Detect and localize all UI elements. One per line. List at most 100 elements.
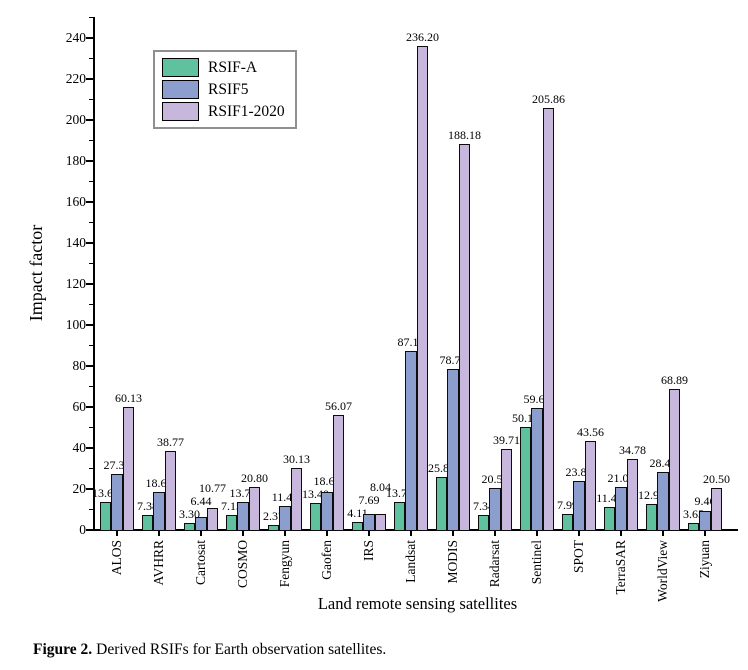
bar-rsif-a-terrasar	[603, 506, 616, 531]
legend-swatch-rsif1-2020	[162, 102, 199, 121]
value-label-rsif1-2020-fengyun: 30.13	[283, 452, 310, 467]
y-tick	[86, 242, 93, 244]
bar-rsif-a-sentinel	[519, 427, 532, 531]
y-tick-minor	[89, 344, 93, 347]
bar-rsif1-2020-modis	[458, 144, 471, 531]
bar-rsif5-avhrr	[153, 491, 165, 531]
x-tick	[284, 530, 286, 536]
bar-rsif1-2020-sentinel	[542, 107, 555, 531]
bar-rsif1-2020-fengyun	[290, 468, 303, 531]
bar-rsif1-2020-landsat	[416, 45, 429, 531]
y-tick-label: 200	[65, 112, 86, 127]
value-label-rsif-a-fengyun: 2.37	[263, 509, 284, 524]
y-tick-label: 40	[72, 440, 87, 455]
y-tick-label: 160	[65, 194, 86, 209]
value-label-rsif-a-radarsat: 7.34	[473, 498, 494, 513]
y-tick-label: 140	[65, 235, 86, 250]
y-axis-title: Impact factor	[26, 224, 46, 322]
value-label-rsif1-2020-radarsat: 39.71	[493, 432, 520, 447]
x-category-label-landsat: Landsat	[403, 540, 418, 583]
y-tick	[86, 488, 93, 490]
value-label-rsif1-2020-modis: 188.18	[448, 128, 481, 143]
value-label-rsif1-2020-terrasar: 34.78	[619, 442, 646, 457]
x-category-label-cartosat: Cartosat	[193, 540, 208, 585]
value-label-rsif1-2020-cosmo: 20.80	[241, 471, 268, 486]
value-label-rsif1-2020-cartosat: 10.77	[199, 481, 226, 496]
value-label-rsif1-2020-landsat: 236.20	[406, 29, 439, 44]
bar-rsif5-ziyuan	[699, 510, 711, 531]
bar-rsif5-alos	[111, 474, 123, 531]
x-tick	[494, 530, 496, 536]
value-label-rsif5-irs: 7.69	[358, 492, 380, 507]
bar-rsif5-terrasar	[615, 486, 627, 531]
y-tick-label: 220	[65, 71, 86, 86]
bar-rsif5-worldview	[657, 471, 669, 531]
value-label-rsif5-ziyuan: 9.46	[694, 493, 716, 508]
bar-rsif1-2020-gaofen	[332, 415, 345, 531]
bar-rsif5-radarsat	[489, 487, 501, 531]
bar-rsif1-2020-radarsat	[500, 448, 513, 531]
y-tick-minor	[89, 467, 93, 470]
bar-rsif5-spot	[573, 481, 585, 531]
value-label-rsif5-cartosat: 6.44	[190, 494, 212, 509]
bar-rsif1-2020-alos	[122, 406, 135, 531]
value-label-rsif1-2020-ziyuan: 20.50	[703, 471, 730, 486]
bar-rsif5-landsat	[405, 351, 417, 531]
bar-rsif1-2020-irs	[374, 513, 387, 531]
x-category-label-alos: ALOS	[109, 540, 124, 576]
y-tick	[86, 37, 93, 39]
x-category-label-gaofen: Gaofen	[319, 540, 334, 580]
value-label-rsif1-2020-worldview: 68.89	[661, 372, 688, 387]
x-tick	[158, 530, 160, 536]
value-label-rsif-a-irs: 4.11	[347, 505, 368, 520]
bar-rsif1-2020-cosmo	[248, 487, 261, 531]
x-tick	[578, 530, 580, 536]
bar-rsif5-modis	[447, 368, 459, 531]
y-tick-minor	[89, 180, 93, 183]
y-tick-label: 120	[65, 276, 86, 291]
x-tick	[452, 530, 454, 536]
y-tick-minor	[89, 385, 93, 388]
y-tick-label: 20	[72, 481, 87, 496]
x-category-label-fengyun: Fengyun	[277, 540, 292, 588]
x-category-label-ziyuan: Ziyuan	[697, 540, 712, 579]
bar-rsif-a-spot	[561, 513, 574, 531]
x-tick	[242, 530, 244, 536]
x-tick	[326, 530, 328, 536]
bar-rsif-a-landsat	[393, 501, 406, 531]
y-tick-label: 0	[79, 522, 86, 537]
x-category-label-terrasar: TerraSAR	[613, 540, 628, 595]
x-category-label-worldview: WorldView	[655, 540, 670, 602]
y-tick-minor	[89, 139, 93, 142]
figure-caption-text: Derived RSIFs for Earth observation sate…	[96, 641, 387, 658]
x-category-label-sentinel: Sentinel	[529, 540, 544, 585]
x-category-label-modis: MODIS	[445, 540, 460, 584]
y-tick	[86, 365, 93, 367]
bar-rsif-a-cosmo	[225, 515, 238, 531]
bar-rsif-a-avhrr	[141, 514, 154, 531]
bar-rsif1-2020-cartosat	[206, 507, 219, 531]
value-label-rsif1-2020-gaofen: 56.07	[325, 399, 352, 414]
y-tick-label: 80	[72, 358, 87, 373]
y-tick-minor	[89, 16, 93, 19]
bar-rsif-a-gaofen	[309, 502, 322, 531]
y-tick	[86, 119, 93, 121]
x-category-label-avhrr: AVHRR	[151, 540, 166, 586]
x-axis-title: Land remote sensing satellites	[317, 594, 518, 613]
y-tick-minor	[89, 221, 93, 224]
y-tick	[86, 78, 93, 80]
x-tick	[620, 530, 622, 536]
bar-rsif-a-worldview	[645, 503, 658, 531]
x-tick	[536, 530, 538, 536]
x-category-label-radarsat: Radarsat	[487, 540, 502, 588]
x-tick	[704, 530, 706, 536]
y-tick	[86, 160, 93, 162]
y-tick-minor	[89, 426, 93, 429]
value-label-rsif-a-spot: 7.99	[557, 497, 578, 512]
value-label-rsif1-2020-irs: 8.04	[370, 479, 391, 494]
y-tick	[86, 529, 93, 531]
legend-item-rsif5: RSIF5	[162, 80, 289, 99]
bar-rsif5-gaofen	[321, 491, 333, 531]
